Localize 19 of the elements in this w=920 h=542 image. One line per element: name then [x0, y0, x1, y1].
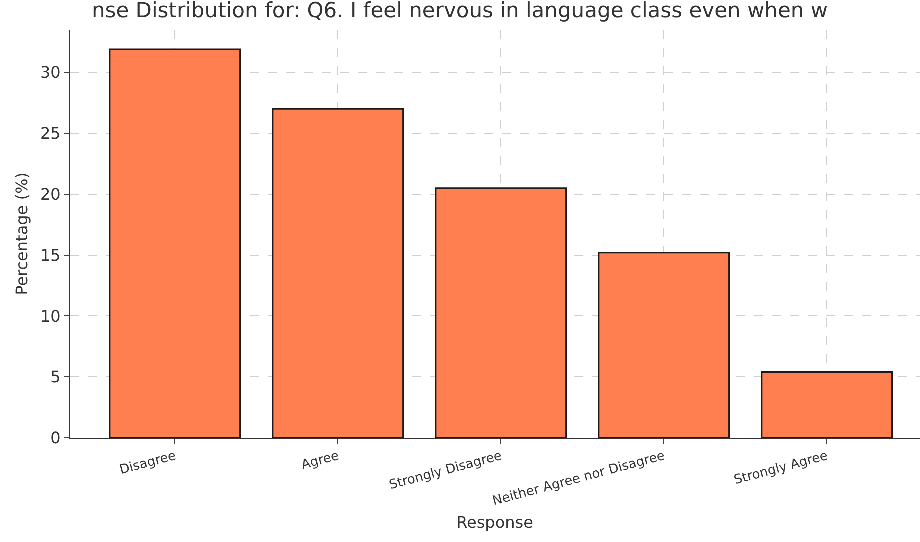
y-tick-label: 5	[50, 368, 61, 387]
bar	[109, 48, 242, 438]
y-tick-label: 10	[40, 306, 61, 326]
x-axis-title: Response	[456, 512, 534, 532]
x-tick-label: Strongly Disagree	[388, 448, 504, 494]
bar	[435, 188, 568, 438]
y-tick-label: 25	[40, 124, 61, 144]
y-tick-label: 0	[50, 428, 61, 448]
y-axis-title: Percentage (%)	[12, 172, 32, 296]
x-tick-label: Agree	[300, 448, 341, 474]
y-tick-label: 15	[40, 246, 61, 265]
chart-title: nse Distribution for: Q6. I feel nervous in language class even when w	[92, 0, 828, 22]
x-tick-label: Disagree	[118, 448, 178, 478]
y-tick-label: 20	[40, 185, 61, 204]
x-tick-label: Strongly Agree	[732, 448, 830, 488]
y-tick-label: 30	[40, 63, 61, 82]
bar	[761, 371, 894, 438]
bar	[598, 252, 730, 438]
bar	[272, 108, 404, 438]
